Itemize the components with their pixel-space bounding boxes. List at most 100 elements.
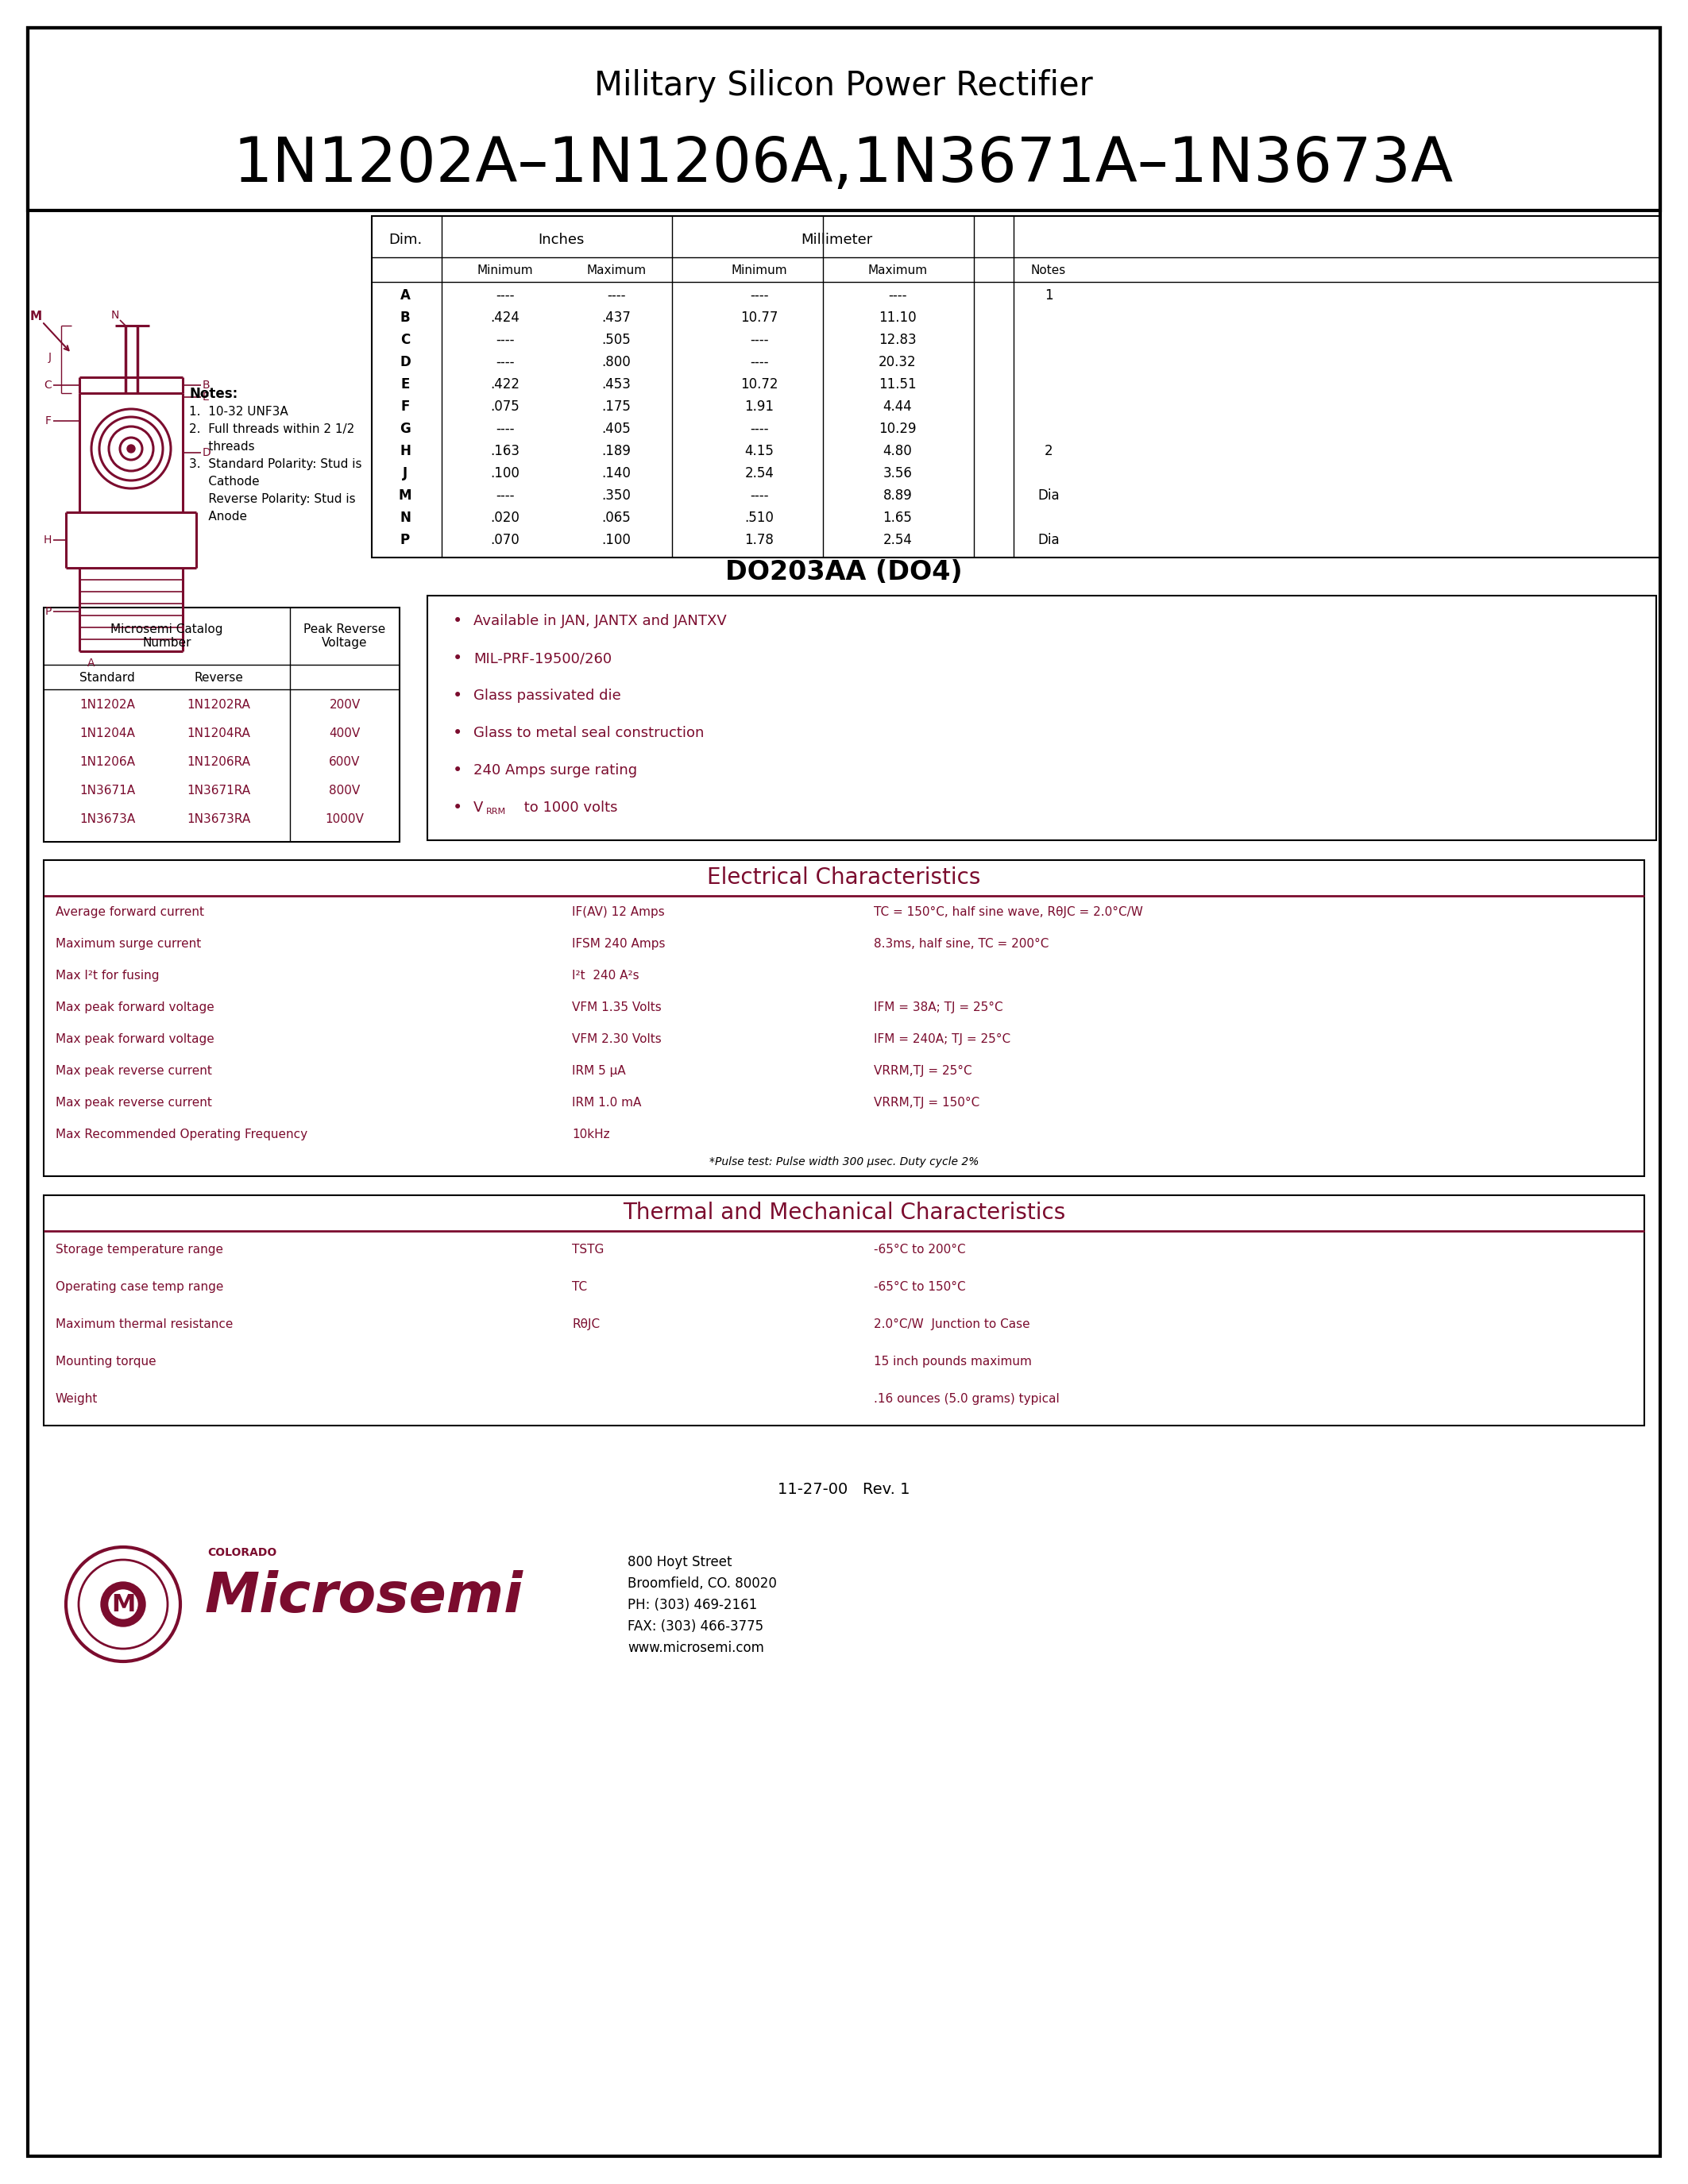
Text: ----: ----: [749, 288, 768, 304]
Text: IFSM 240 Amps: IFSM 240 Amps: [572, 937, 665, 950]
Text: 1N1206RA: 1N1206RA: [187, 756, 250, 767]
Text: Millimeter: Millimeter: [800, 234, 873, 247]
Text: Max peak reverse current: Max peak reverse current: [56, 1064, 213, 1077]
Text: .100: .100: [491, 465, 520, 480]
Text: Reverse: Reverse: [194, 670, 243, 684]
Text: Dim.: Dim.: [388, 234, 422, 247]
Text: P: P: [46, 605, 52, 618]
Text: RθJC: RθJC: [572, 1317, 599, 1330]
Text: IFM = 240A; TJ = 25°C: IFM = 240A; TJ = 25°C: [874, 1033, 1011, 1044]
Text: F: F: [400, 400, 410, 413]
Text: Maximum surge current: Maximum surge current: [56, 937, 201, 950]
Text: 2.54: 2.54: [883, 533, 912, 548]
Bar: [27, 28, 1661, 210]
Text: 10.72: 10.72: [741, 378, 778, 391]
Text: P: P: [400, 533, 410, 548]
Text: Max peak forward voltage: Max peak forward voltage: [56, 1033, 214, 1044]
Text: H: H: [44, 535, 52, 546]
Text: RRM: RRM: [486, 808, 506, 815]
Text: .505: .505: [603, 332, 631, 347]
Text: ----: ----: [608, 288, 626, 304]
Text: 1N1204A: 1N1204A: [79, 727, 135, 738]
Text: .350: .350: [601, 489, 631, 502]
Text: 11.51: 11.51: [879, 378, 917, 391]
Text: 2: 2: [1045, 443, 1053, 459]
Text: Microsemi: Microsemi: [204, 1570, 523, 1623]
Text: VFM 1.35 Volts: VFM 1.35 Volts: [572, 1000, 662, 1013]
Text: 11-27-00   Rev. 1: 11-27-00 Rev. 1: [778, 1481, 910, 1496]
Bar: [427, 596, 1656, 841]
Text: .020: .020: [491, 511, 520, 524]
Text: G: G: [400, 422, 410, 437]
Text: -65°C to 200°C: -65°C to 200°C: [874, 1243, 966, 1256]
Text: .800: .800: [603, 356, 631, 369]
Text: 1N3671RA: 1N3671RA: [187, 784, 250, 797]
Text: 4.44: 4.44: [883, 400, 912, 413]
Text: .175: .175: [601, 400, 631, 413]
Text: J: J: [403, 465, 407, 480]
Text: 20.32: 20.32: [879, 356, 917, 369]
Text: TC = 150°C, half sine wave, RθJC = 2.0°C/W: TC = 150°C, half sine wave, RθJC = 2.0°C…: [874, 906, 1143, 917]
Text: 800 Hoyt Street: 800 Hoyt Street: [628, 1555, 733, 1570]
Text: 12.83: 12.83: [879, 332, 917, 347]
Text: 1N1202RA: 1N1202RA: [187, 699, 250, 710]
Bar: [44, 860, 1644, 1177]
Text: DO203AA (DO4): DO203AA (DO4): [726, 559, 962, 585]
Text: .437: .437: [601, 310, 631, 325]
Text: Broomfield, CO. 80020: Broomfield, CO. 80020: [628, 1577, 776, 1590]
Text: H: H: [400, 443, 410, 459]
Text: VFM 2.30 Volts: VFM 2.30 Volts: [572, 1033, 662, 1044]
Text: E: E: [400, 378, 410, 391]
Text: A: A: [88, 657, 95, 668]
Bar: [371, 216, 1661, 557]
Text: IF(AV) 12 Amps: IF(AV) 12 Amps: [572, 906, 665, 917]
Text: .405: .405: [603, 422, 631, 437]
Text: ----: ----: [749, 332, 768, 347]
Text: Standard: Standard: [79, 670, 135, 684]
Bar: [44, 1195, 1644, 1426]
Text: Minimum: Minimum: [478, 264, 533, 275]
Text: MIL-PRF-19500/260: MIL-PRF-19500/260: [473, 651, 611, 666]
Circle shape: [127, 446, 135, 452]
Text: 1: 1: [1045, 288, 1053, 304]
Text: .453: .453: [601, 378, 631, 391]
Text: F: F: [46, 415, 52, 426]
Text: 10kHz: 10kHz: [572, 1129, 609, 1140]
Text: Glass passivated die: Glass passivated die: [473, 688, 621, 703]
Text: Max peak forward voltage: Max peak forward voltage: [56, 1000, 214, 1013]
Text: 4.15: 4.15: [744, 443, 775, 459]
Text: 10.77: 10.77: [741, 310, 778, 325]
Text: Average forward current: Average forward current: [56, 906, 204, 917]
Text: ----: ----: [496, 356, 515, 369]
Text: -65°C to 150°C: -65°C to 150°C: [874, 1280, 966, 1293]
Text: Reverse Polarity: Stud is: Reverse Polarity: Stud is: [189, 494, 356, 505]
Text: N: N: [400, 511, 410, 524]
Text: 1.  10-32 UNF3A: 1. 10-32 UNF3A: [189, 406, 289, 417]
Text: •: •: [452, 651, 463, 666]
Text: ----: ----: [888, 288, 906, 304]
Text: 10.29: 10.29: [879, 422, 917, 437]
Text: 1N1206A: 1N1206A: [79, 756, 135, 767]
Text: Max peak reverse current: Max peak reverse current: [56, 1096, 213, 1107]
Text: 3.56: 3.56: [883, 465, 912, 480]
Text: *Pulse test: Pulse width 300 μsec. Duty cycle 2%: *Pulse test: Pulse width 300 μsec. Duty …: [709, 1155, 979, 1168]
Text: .100: .100: [601, 533, 631, 548]
Text: COLORADO: COLORADO: [208, 1546, 277, 1557]
Text: •: •: [452, 762, 463, 778]
Text: ----: ----: [749, 356, 768, 369]
Text: 2.  Full threads within 2 1/2: 2. Full threads within 2 1/2: [189, 424, 354, 435]
Text: Electrical Characteristics: Electrical Characteristics: [707, 867, 981, 889]
Text: Peak Reverse
Voltage: Peak Reverse Voltage: [304, 622, 387, 649]
Text: 800V: 800V: [329, 784, 360, 797]
Text: .510: .510: [744, 511, 775, 524]
Text: 1000V: 1000V: [326, 812, 365, 826]
Text: VRRM,TJ = 25°C: VRRM,TJ = 25°C: [874, 1064, 972, 1077]
Circle shape: [101, 1581, 145, 1627]
Text: .422: .422: [491, 378, 520, 391]
Text: Glass to metal seal construction: Glass to metal seal construction: [473, 725, 704, 740]
Text: I²t  240 A²s: I²t 240 A²s: [572, 970, 640, 981]
Text: 15 inch pounds maximum: 15 inch pounds maximum: [874, 1356, 1031, 1367]
Text: 2.0°C/W  Junction to Case: 2.0°C/W Junction to Case: [874, 1317, 1030, 1330]
Text: N: N: [111, 310, 120, 321]
Text: Maximum thermal resistance: Maximum thermal resistance: [56, 1317, 233, 1330]
